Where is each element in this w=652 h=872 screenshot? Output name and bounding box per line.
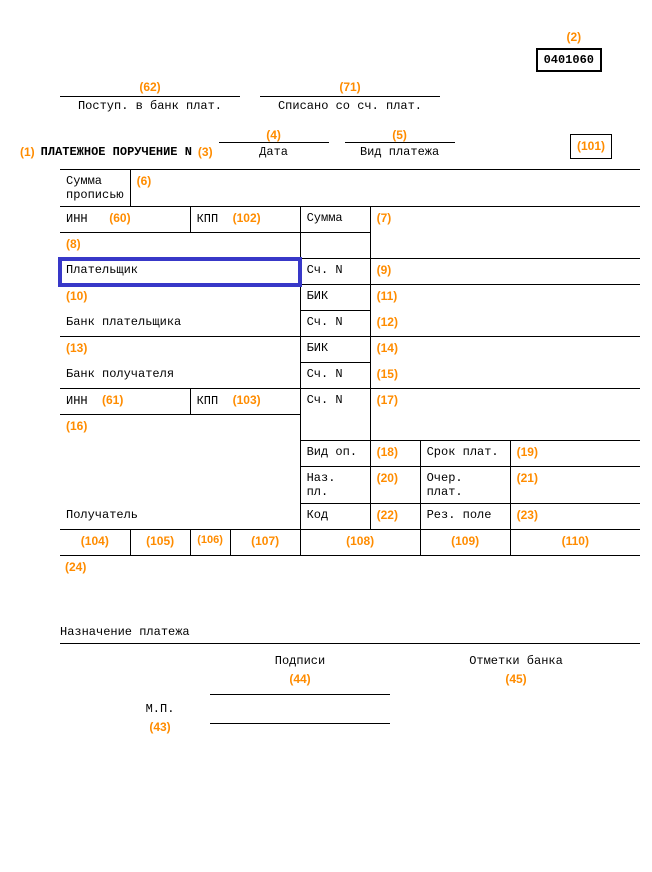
ref-7: (7) bbox=[377, 211, 392, 225]
label-podpisi: Подписи bbox=[190, 654, 410, 668]
ref-1: (1) bbox=[20, 145, 35, 159]
ref-44: (44) bbox=[190, 672, 410, 686]
ref-18: (18) bbox=[377, 445, 398, 459]
label-postup: Поступ. в банк плат. bbox=[60, 96, 240, 113]
label-vid-op: Вид оп. bbox=[300, 441, 370, 467]
ref-60: (60) bbox=[109, 211, 130, 225]
label-spisano: Списано со сч. плат. bbox=[260, 96, 440, 113]
ref-17: (17) bbox=[377, 393, 398, 407]
box-101: (101) bbox=[570, 134, 612, 159]
ref-102: (102) bbox=[233, 211, 261, 225]
ref-45: (45) bbox=[410, 672, 622, 686]
label-sch-n-2: Сч. N bbox=[300, 311, 370, 337]
ref-105: (105) bbox=[146, 534, 174, 548]
form-table: Сумма прописью (6) ИНН (60) КПП (102) Су… bbox=[60, 169, 640, 556]
label-bik-2: БИК bbox=[300, 337, 370, 363]
label-inn-2: ИНН bbox=[66, 394, 88, 408]
ref-20: (20) bbox=[377, 471, 398, 485]
label-bank-plat: Банк плательщика bbox=[60, 311, 300, 337]
ref-11: (11) bbox=[377, 289, 398, 303]
ref-2: (2) bbox=[536, 30, 612, 44]
ref-109: (109) bbox=[451, 534, 479, 548]
ref-4: (4) bbox=[219, 128, 329, 142]
label-otmetki: Отметки банка bbox=[410, 654, 622, 668]
ref-15: (15) bbox=[377, 367, 398, 381]
label-kpp-2: КПП bbox=[197, 394, 219, 408]
label-summa-prop: Сумма bbox=[66, 174, 102, 188]
label-bank-poluch: Банк получателя bbox=[60, 363, 300, 389]
ref-21: (21) bbox=[517, 471, 538, 485]
label-sch-n-3: Сч. N bbox=[300, 363, 370, 389]
label-ocher-plat: Очер. плат. bbox=[420, 467, 510, 504]
cell-platelshchik: Плательщик bbox=[60, 259, 300, 285]
ref-19: (19) bbox=[517, 445, 538, 459]
title: ПЛАТЕЖНОЕ ПОРУЧЕНИЕ N bbox=[41, 145, 192, 159]
ref-22: (22) bbox=[377, 508, 398, 522]
ref-71: (71) bbox=[260, 80, 440, 94]
label-naz-pl: Наз. пл. bbox=[300, 467, 370, 504]
label-kpp-1: КПП bbox=[197, 212, 219, 226]
ref-12: (12) bbox=[377, 315, 398, 329]
ref-108: (108) bbox=[346, 534, 374, 548]
ref-3: (3) bbox=[198, 145, 213, 159]
ref-5: (5) bbox=[345, 128, 455, 142]
label-naznachenie: Назначение платежа bbox=[60, 625, 640, 643]
ref-13: (13) bbox=[66, 341, 87, 355]
label-summa: Сумма bbox=[300, 207, 370, 233]
ref-8: (8) bbox=[66, 237, 81, 251]
label-summa-prop2: прописью bbox=[66, 188, 124, 202]
ref-103: (103) bbox=[233, 393, 261, 407]
label-poluchatel: Получатель bbox=[60, 504, 300, 530]
ref-16: (16) bbox=[66, 419, 87, 433]
ref-10: (10) bbox=[66, 289, 87, 303]
label-srok-plat: Срок плат. bbox=[420, 441, 510, 467]
label-mp: М.П. bbox=[130, 702, 190, 716]
label-rez-pole: Рез. поле bbox=[420, 504, 510, 530]
label-kod: Код bbox=[300, 504, 370, 530]
ref-104: (104) bbox=[81, 534, 109, 548]
label-inn-1: ИНН bbox=[66, 212, 88, 226]
label-sch-n-1: Сч. N bbox=[300, 259, 370, 285]
ref-61: (61) bbox=[102, 393, 123, 407]
label-bik-1: БИК bbox=[300, 285, 370, 311]
ref-24: (24) bbox=[65, 560, 86, 574]
ref-6: (6) bbox=[137, 174, 152, 188]
ref-106: (106) bbox=[197, 534, 223, 546]
label-platelshchik: Плательщик bbox=[66, 263, 138, 277]
ref-43: (43) bbox=[130, 720, 190, 734]
ref-9: (9) bbox=[377, 263, 392, 277]
ref-14: (14) bbox=[377, 341, 398, 355]
form-code: 0401060 bbox=[536, 48, 602, 72]
ref-62: (62) bbox=[60, 80, 240, 94]
label-vid-plat: Вид платежа bbox=[345, 142, 455, 159]
label-sch-n-4: Сч. N bbox=[300, 389, 370, 415]
ref-101: (101) bbox=[577, 139, 605, 153]
label-date: Дата bbox=[219, 142, 329, 159]
ref-107: (107) bbox=[251, 534, 279, 548]
ref-23: (23) bbox=[517, 508, 538, 522]
ref-110: (110) bbox=[562, 534, 589, 548]
